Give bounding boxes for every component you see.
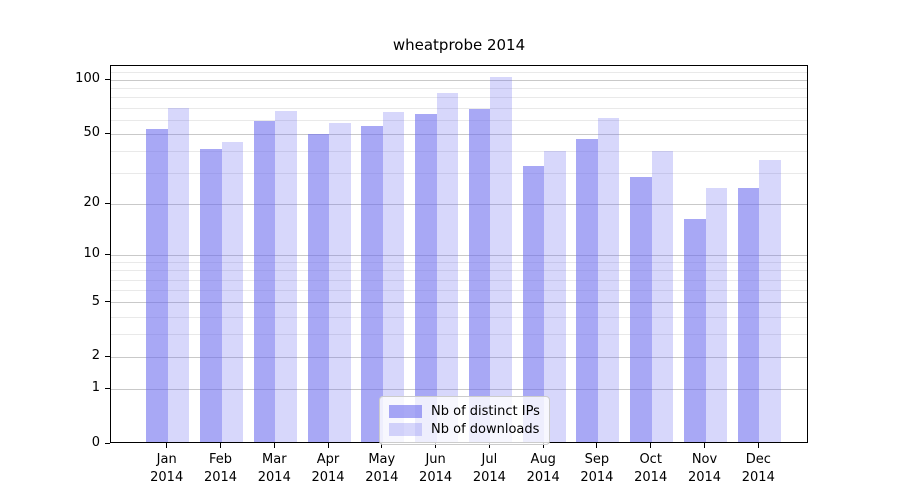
bar (576, 138, 598, 442)
bar (544, 151, 566, 442)
bar (167, 108, 190, 442)
bar (651, 151, 674, 442)
bar (415, 114, 437, 442)
y-tick-mark (105, 301, 110, 303)
y-tick-mark (105, 132, 110, 134)
legend-swatch-downloads (389, 423, 422, 436)
y-tick-label: 100 (75, 71, 100, 87)
x-tick-label: Nov 2014 (687, 452, 722, 485)
x-tick-label: Jun 2014 (419, 452, 453, 485)
gridline-minor (111, 279, 807, 281)
legend-label-downloads: Nb of downloads (431, 422, 540, 437)
bar (597, 118, 620, 442)
x-tick-label: Aug 2014 (526, 452, 560, 485)
bar (253, 120, 276, 442)
bar (684, 218, 706, 442)
gridline-minor (111, 316, 807, 318)
y-tick-label: 50 (83, 125, 100, 141)
bar (630, 176, 652, 442)
gridline-minor (111, 334, 807, 336)
gridline-major (111, 302, 807, 304)
gridline-minor (111, 172, 807, 174)
y-tick-label: 0 (91, 435, 100, 450)
bar (759, 159, 781, 442)
gridline-minor (111, 270, 807, 272)
gridline-major (111, 203, 807, 205)
x-tick-mark (650, 443, 652, 448)
legend-swatch-distinct-ips (389, 405, 422, 418)
plot-area (110, 65, 808, 443)
gridline-minor (111, 107, 807, 109)
x-tick-label: May 2014 (365, 452, 399, 485)
gridline-major (111, 79, 807, 81)
x-tick-mark (435, 443, 437, 448)
bar (275, 110, 297, 442)
x-tick-mark (488, 443, 490, 448)
x-tick-mark (327, 443, 329, 448)
x-tick-label: Dec 2014 (741, 452, 775, 485)
gridline-minor (111, 262, 807, 263)
x-tick-label: Jan 2014 (150, 452, 184, 485)
bar (522, 166, 545, 442)
x-tick-label: Jul 2014 (472, 452, 506, 485)
bar (146, 129, 168, 442)
x-tick-label: Feb 2014 (203, 452, 238, 485)
gridline-minor (111, 88, 807, 89)
bar (705, 188, 727, 442)
x-tick-label: Mar 2014 (257, 452, 291, 485)
bar (737, 188, 760, 442)
bar (490, 76, 512, 442)
y-tick-label: 10 (83, 246, 100, 261)
gridline-minor (111, 97, 807, 99)
gridline-minor (111, 119, 807, 121)
x-tick-mark (220, 443, 221, 448)
bar (221, 142, 243, 442)
y-tick-mark (105, 387, 110, 389)
y-tick-label: 20 (83, 195, 100, 210)
chart-title: wheatprobe 2014 (392, 36, 526, 54)
x-tick-label: Oct 2014 (634, 452, 668, 485)
x-tick-mark (704, 443, 705, 448)
gridline-major (111, 388, 807, 390)
bar (329, 123, 351, 442)
y-tick-mark (105, 355, 110, 357)
y-tick-label: 1 (91, 380, 100, 396)
x-tick-label: Apr 2014 (311, 452, 345, 485)
x-tick-mark (381, 443, 383, 448)
bar (382, 111, 405, 442)
x-tick-mark (166, 443, 168, 448)
x-tick-mark (757, 443, 759, 448)
y-tick-mark (105, 253, 110, 255)
x-tick-mark (596, 443, 598, 448)
y-tick-mark (105, 78, 110, 80)
gridline-major (111, 356, 807, 358)
y-tick-label: 2 (91, 348, 100, 364)
x-tick-mark (273, 443, 275, 448)
legend-item-downloads: Nb of downloads (389, 421, 540, 438)
gridline-major (111, 254, 807, 256)
x-tick-label: Sep 2014 (580, 452, 614, 485)
bar (361, 126, 383, 442)
legend-item-distinct-ips: Nb of distinct IPs (389, 403, 540, 420)
bar (436, 92, 459, 442)
x-tick-mark (542, 443, 544, 448)
gridline-major (111, 133, 807, 135)
y-tick-label: 5 (91, 293, 100, 309)
bar (200, 149, 222, 442)
legend-label-distinct-ips: Nb of distinct IPs (431, 404, 540, 419)
gridline-minor (111, 150, 807, 152)
gridline-minor (111, 72, 807, 74)
legend: Nb of distinct IPs Nb of downloads (379, 396, 550, 445)
bar (468, 109, 491, 442)
y-tick-mark (105, 442, 110, 444)
bar (307, 133, 329, 442)
gridline-minor (111, 290, 807, 292)
y-tick-mark (105, 202, 110, 204)
